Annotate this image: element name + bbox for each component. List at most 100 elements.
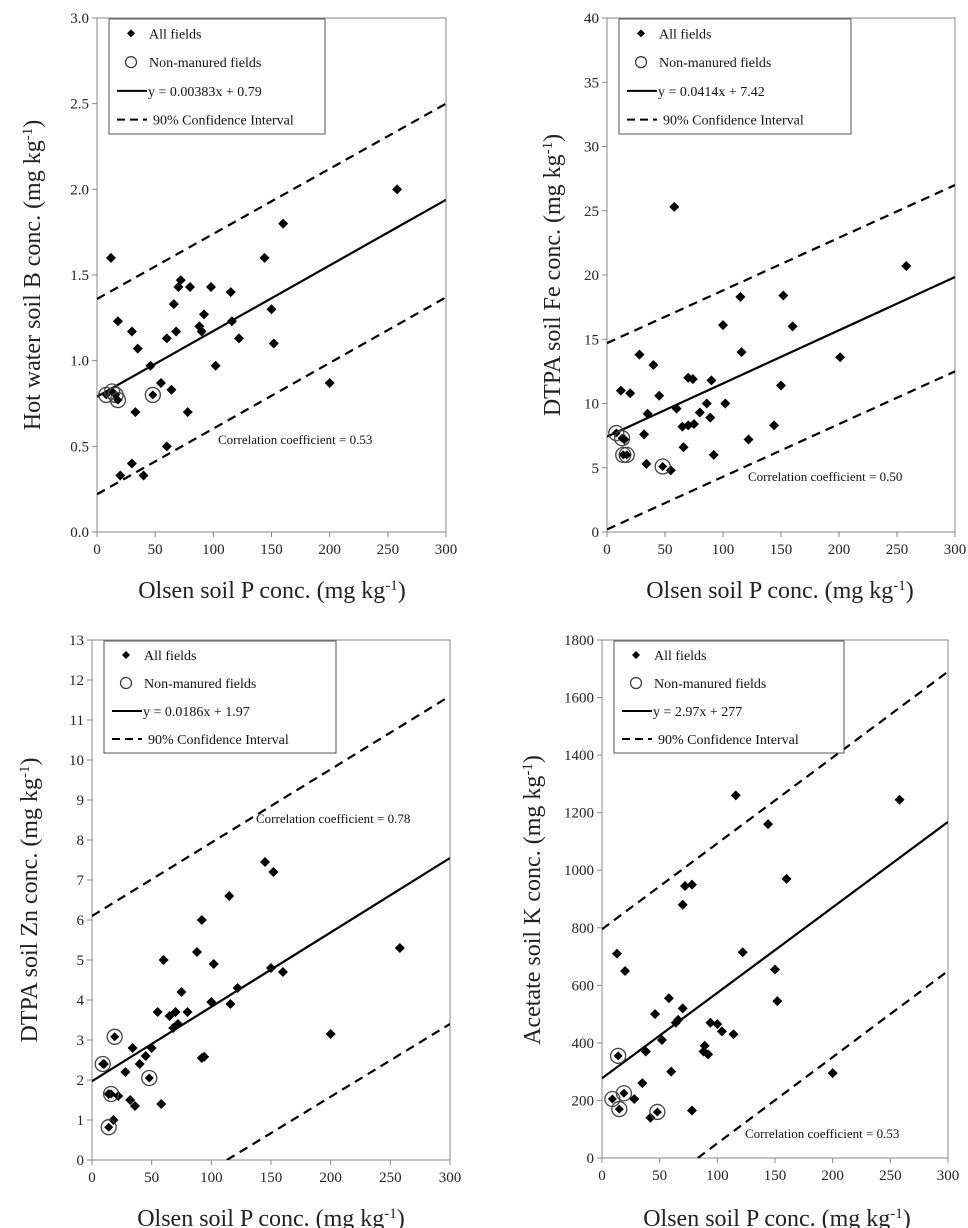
data-point xyxy=(98,1059,108,1069)
legend-all-fields: All fields xyxy=(659,27,712,42)
data-point xyxy=(680,881,691,892)
y-axis-label: DTPA soil Zn conc. (mg kg-1) xyxy=(17,758,43,1043)
data-point xyxy=(677,899,688,910)
data-point xyxy=(210,360,221,371)
legend-circle-icon xyxy=(119,676,133,690)
x-tick-label: 50 xyxy=(652,1168,667,1184)
data-point xyxy=(278,218,289,229)
y-tick-label: 1.0 xyxy=(70,354,89,370)
data-point xyxy=(677,1003,688,1014)
non-manured-marker xyxy=(608,424,625,442)
data-point xyxy=(182,407,193,418)
non-manured-marker xyxy=(649,1103,666,1121)
y-tick-label: 2 xyxy=(77,1073,85,1089)
legend-diamond-icon xyxy=(127,29,135,38)
x-tick-label: 300 xyxy=(435,542,458,558)
x-axis-label: Olsen soil P conc. (mg kg-1) xyxy=(643,1206,911,1228)
data-point xyxy=(686,879,697,890)
y-tick-label: 200 xyxy=(572,1093,595,1109)
data-point xyxy=(158,955,169,965)
data-point xyxy=(737,947,748,958)
x-tick-label: 50 xyxy=(148,542,163,558)
data-point xyxy=(686,1105,697,1116)
data-point xyxy=(112,316,123,327)
regression-line xyxy=(97,198,446,398)
legend-all-fields: All fields xyxy=(654,649,707,664)
x-tick-label: 100 xyxy=(200,1170,223,1186)
y-tick-label: 30 xyxy=(584,140,599,156)
data-point xyxy=(172,1019,183,1029)
data-point xyxy=(140,1051,151,1061)
y-tick-label: 25 xyxy=(584,204,599,220)
legend-equation: y = 0.00383x + 0.79 xyxy=(148,85,262,100)
data-point xyxy=(170,1007,181,1017)
data-point xyxy=(266,963,276,973)
data-point xyxy=(130,407,141,418)
y-tick-label: 0 xyxy=(587,1151,595,1167)
correlation-annotation: Correlation coefficient = 0.78 xyxy=(256,811,410,826)
data-point xyxy=(666,1066,677,1077)
y-tick-label: 6 xyxy=(77,913,85,929)
data-point xyxy=(718,320,728,331)
data-point xyxy=(640,1046,651,1057)
y-tick-label: 0 xyxy=(592,525,600,541)
data-point xyxy=(705,412,716,423)
data-point xyxy=(743,434,754,445)
data-point xyxy=(155,377,166,388)
y-axis-label: Hot water soil B conc. (mg kg-1) xyxy=(20,120,46,430)
data-point xyxy=(736,347,747,358)
y-tick-label: 600 xyxy=(572,978,595,994)
data-point xyxy=(226,316,237,327)
data-point xyxy=(781,873,792,884)
data-point xyxy=(894,794,905,805)
data-point xyxy=(611,948,622,959)
y-tick-label: 2.0 xyxy=(70,182,89,198)
y-tick-label: 1200 xyxy=(564,806,594,822)
y-tick-label: 13 xyxy=(69,633,84,649)
y-tick-label: 15 xyxy=(584,332,599,348)
data-point xyxy=(260,857,271,867)
x-tick-label: 0 xyxy=(88,1170,96,1186)
data-point xyxy=(642,408,653,419)
data-point xyxy=(125,1095,136,1105)
data-point xyxy=(617,433,627,443)
y-tick-label: 35 xyxy=(584,75,599,91)
data-point xyxy=(225,287,236,298)
regression-line xyxy=(607,276,955,438)
data-point xyxy=(148,390,158,400)
data-point xyxy=(770,964,780,975)
fit-lines xyxy=(97,102,446,496)
x-tick-label: 250 xyxy=(377,542,400,558)
x-tick-label: 300 xyxy=(937,1168,960,1184)
data-point xyxy=(129,1101,140,1111)
legend-circle-icon xyxy=(629,676,643,690)
data-point xyxy=(325,1029,336,1039)
x-tick-label: 150 xyxy=(764,1168,787,1184)
ci-lower-line xyxy=(97,296,446,496)
data-point xyxy=(233,333,244,344)
data-point xyxy=(268,338,279,349)
data-point xyxy=(277,967,288,977)
data-point xyxy=(673,1014,684,1025)
x-tick-label: 200 xyxy=(828,542,851,558)
legend-box xyxy=(103,640,337,754)
legend-non-manured: Non-manured fields xyxy=(659,56,771,71)
data-point xyxy=(196,915,207,925)
legend-non-manured: Non-manured fields xyxy=(144,677,256,692)
data-point xyxy=(156,1099,167,1109)
y-tick-label: 400 xyxy=(572,1036,595,1052)
data-point xyxy=(113,395,123,405)
legend-box xyxy=(618,18,852,135)
data-point xyxy=(175,275,186,286)
data-point xyxy=(694,407,705,418)
data-point xyxy=(152,1007,163,1017)
data-point xyxy=(392,184,403,195)
y-tick-label: 12 xyxy=(69,673,84,689)
y-tick-label: 10 xyxy=(584,397,599,413)
non-manured-marker xyxy=(109,391,127,409)
y-tick-label: 1600 xyxy=(564,691,594,707)
chart-2: 0 5 10 15 20 25 30 35 40 0 50 100 150 200 250 300 Olsen … xyxy=(540,11,966,604)
legend-all-fields: All fields xyxy=(144,649,197,664)
